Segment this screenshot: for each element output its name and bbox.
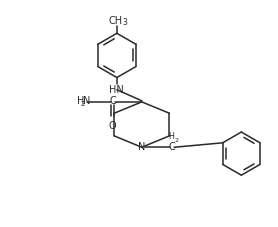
Text: O: O [109,121,116,131]
Text: CH: CH [109,15,123,26]
Text: H: H [77,96,84,106]
Text: 2: 2 [80,101,85,106]
Text: N: N [138,142,145,152]
Text: 3: 3 [123,18,128,27]
Text: C: C [169,142,176,152]
Text: C: C [109,96,116,106]
Text: 2: 2 [175,138,179,143]
Text: H: H [169,132,175,141]
Text: N: N [83,96,90,106]
Text: HN: HN [110,85,124,95]
